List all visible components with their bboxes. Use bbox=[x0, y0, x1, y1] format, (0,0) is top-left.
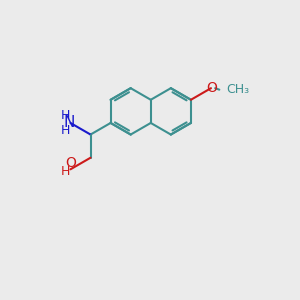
Text: N: N bbox=[63, 116, 75, 130]
Text: H: H bbox=[60, 124, 70, 137]
Text: H: H bbox=[60, 165, 70, 178]
Text: H: H bbox=[60, 109, 70, 122]
Text: O: O bbox=[206, 81, 217, 95]
Text: O: O bbox=[66, 156, 76, 170]
Text: CH₃: CH₃ bbox=[226, 83, 250, 96]
